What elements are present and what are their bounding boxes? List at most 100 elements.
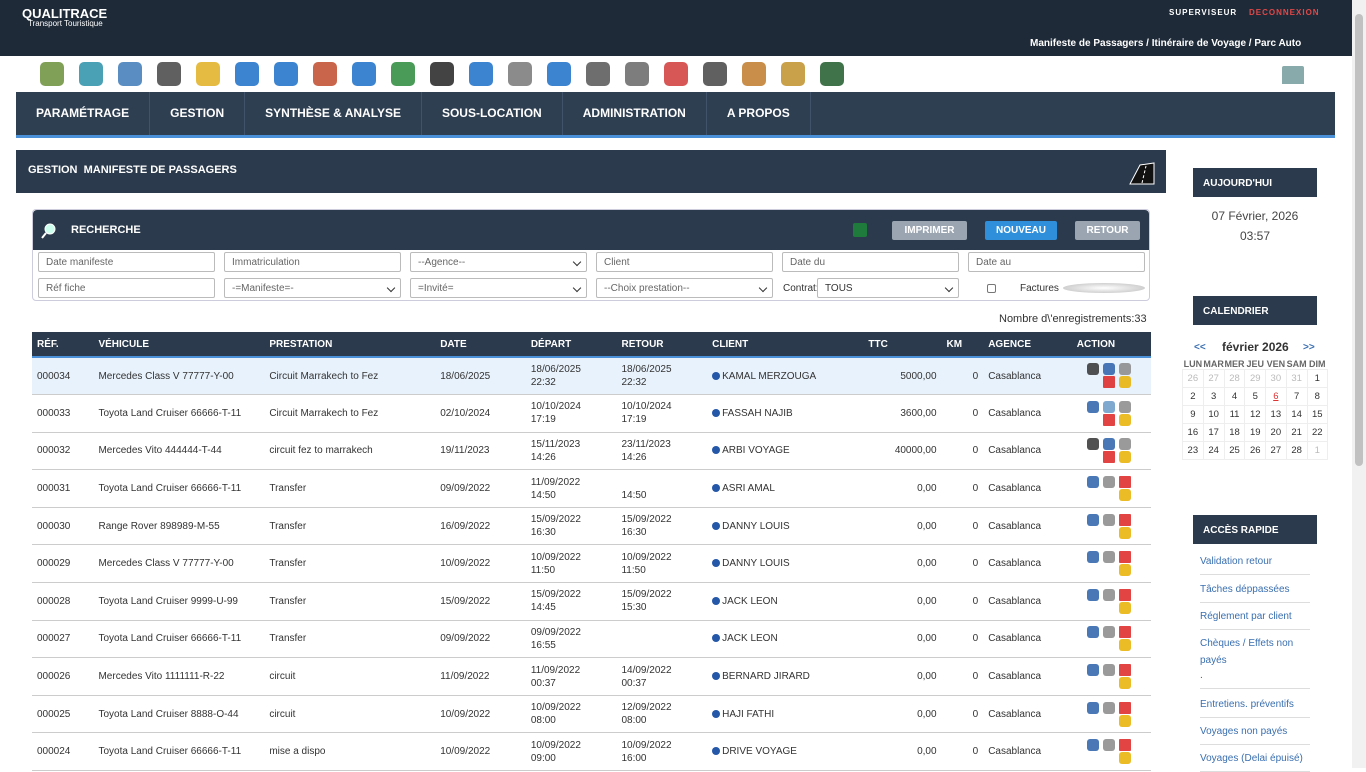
cal-day[interactable]: 3 [1202, 387, 1225, 406]
quick-link[interactable]: Réglement par client [1200, 608, 1310, 630]
table-row[interactable]: 000027 Toyota Land Cruiser 66666-T-11 Tran… [32, 620, 1151, 659]
input[interactable]: Immatriculation [224, 252, 401, 272]
button[interactable]: RETOUR [1075, 221, 1140, 240]
cal-day[interactable]: 31 [1285, 369, 1308, 388]
action-icon[interactable] [1103, 400, 1115, 413]
action-icon[interactable] [1087, 626, 1099, 639]
cal-day[interactable]: 18 [1223, 423, 1246, 442]
action-icon[interactable] [1103, 588, 1115, 601]
toolbar-icon[interactable] [352, 62, 376, 86]
cal-day[interactable]: 26 [1182, 369, 1204, 388]
quick-link[interactable]: Voyages non payés [1200, 723, 1310, 745]
action-icon[interactable] [1103, 451, 1115, 464]
cal-day[interactable]: 15 [1306, 405, 1329, 424]
cal-day[interactable]: 12 [1244, 405, 1266, 424]
toolbar-icon[interactable] [430, 62, 454, 86]
toolbar-icon[interactable] [781, 62, 805, 86]
excel-icon[interactable] [853, 223, 867, 237]
input[interactable]: Date du [782, 252, 959, 272]
action-icon[interactable] [1087, 363, 1099, 376]
toolbar-icon[interactable] [625, 62, 649, 86]
toolbar-icon[interactable] [235, 62, 259, 86]
info-icon[interactable] [712, 521, 721, 530]
table-row[interactable]: 000025 Toyota Land Cruiser 8888-O-44 circu… [32, 695, 1151, 734]
action-icon[interactable] [1119, 451, 1131, 464]
action-icon[interactable] [1103, 663, 1115, 676]
cal-prev[interactable]: << [1194, 342, 1206, 353]
cal-day[interactable]: 23 [1182, 441, 1204, 460]
cal-day[interactable]: 28 [1223, 369, 1246, 388]
action-icon[interactable] [1119, 639, 1131, 652]
table-row[interactable]: 000031 Toyota Land Cruiser 66666-T-11 Tran… [32, 469, 1151, 508]
cal-day[interactable]: 4 [1223, 387, 1246, 406]
button[interactable]: NOUVEAU [985, 221, 1057, 240]
cal-next[interactable]: >> [1303, 342, 1315, 353]
action-icon[interactable] [1119, 676, 1131, 689]
cal-day[interactable]: 14 [1285, 405, 1308, 424]
cal-day[interactable]: 9 [1182, 405, 1204, 424]
info-icon[interactable] [712, 408, 721, 417]
cal-day[interactable]: 24 [1202, 441, 1225, 460]
action-icon[interactable] [1087, 475, 1099, 488]
cal-day[interactable]: 29 [1244, 369, 1266, 388]
toolbar-icon[interactable] [742, 62, 766, 86]
input[interactable]: Client [596, 252, 773, 272]
action-icon[interactable] [1119, 701, 1131, 714]
action-icon[interactable] [1087, 438, 1099, 451]
cal-day[interactable]: 16 [1182, 423, 1204, 442]
nav-item[interactable]: ADMINISTRATION [563, 92, 707, 135]
table-row[interactable]: 000033 Toyota Land Cruiser 66666-T-11 Circ… [32, 394, 1151, 433]
cal-day[interactable]: 17 [1202, 423, 1225, 442]
action-icon[interactable] [1103, 363, 1115, 376]
info-icon[interactable] [712, 709, 721, 718]
cal-day[interactable]: 22 [1306, 423, 1329, 442]
action-icon[interactable] [1119, 513, 1131, 526]
table-row[interactable]: 000026 Mercedes Vito 1111111-R-22 circuit 1… [32, 657, 1151, 696]
cal-day[interactable]: 27 [1202, 369, 1225, 388]
cal-day[interactable]: 28 [1285, 441, 1308, 460]
cal-day[interactable]: 20 [1265, 423, 1287, 442]
cal-day[interactable]: 11 [1223, 405, 1246, 424]
info-icon[interactable] [712, 484, 721, 493]
quick-link[interactable]: . [1200, 667, 1310, 689]
input[interactable]: Date au [968, 252, 1145, 272]
cal-day[interactable]: 27 [1265, 441, 1287, 460]
nav-item[interactable]: SYNTHÈSE & ANALYSE [245, 92, 422, 135]
nav-item[interactable]: GESTION [150, 92, 246, 135]
toolbar-icon[interactable] [547, 62, 571, 86]
button[interactable]: IMPRIMER [892, 221, 967, 240]
toolbar-icon[interactable] [118, 62, 142, 86]
cal-day[interactable]: 30 [1265, 369, 1287, 388]
nav-item[interactable]: PARAMÉTRAGE [16, 92, 151, 135]
action-icon[interactable] [1119, 363, 1131, 376]
quick-link[interactable]: Tâches déppassées [1200, 581, 1310, 603]
cal-day[interactable]: 19 [1244, 423, 1266, 442]
action-icon[interactable] [1119, 588, 1131, 601]
action-icon[interactable] [1087, 551, 1099, 564]
action-icon[interactable] [1103, 701, 1115, 714]
action-icon[interactable] [1103, 475, 1115, 488]
quick-link[interactable]: Voyages (Delai épuisé) [1200, 750, 1310, 772]
toolbar-icon[interactable] [391, 62, 415, 86]
table-row[interactable]: 000032 Mercedes Vito 444444-T-44 circuit f… [32, 432, 1151, 471]
quick-link[interactable]: Entretiens. préventifs [1200, 696, 1310, 718]
action-icon[interactable] [1103, 438, 1115, 451]
table-row[interactable]: 000029 Mercedes Class V 77777-Y-00 Transfe… [32, 544, 1151, 584]
info-icon[interactable] [712, 559, 721, 568]
info-icon[interactable] [712, 634, 721, 643]
select[interactable]: =Invité= [410, 278, 587, 298]
action-icon[interactable] [1119, 488, 1131, 501]
toolbar-icon[interactable] [274, 62, 298, 86]
action-icon[interactable] [1119, 663, 1131, 676]
cal-day[interactable]: 1 [1306, 441, 1329, 460]
cal-day[interactable]: 8 [1306, 387, 1329, 406]
cal-day[interactable]: 1 [1306, 369, 1329, 388]
action-icon[interactable] [1087, 400, 1099, 413]
cal-day[interactable]: 5 [1244, 387, 1266, 406]
nav-item[interactable]: SOUS-LOCATION [422, 92, 563, 135]
nav-item[interactable]: A PROPOS [707, 92, 811, 135]
table-row[interactable]: 000028 Toyota Land Cruiser 9999-U-99 Trans… [32, 582, 1151, 621]
info-icon[interactable] [712, 747, 721, 756]
cal-day[interactable]: 13 [1265, 405, 1287, 424]
info-icon[interactable] [712, 446, 721, 455]
